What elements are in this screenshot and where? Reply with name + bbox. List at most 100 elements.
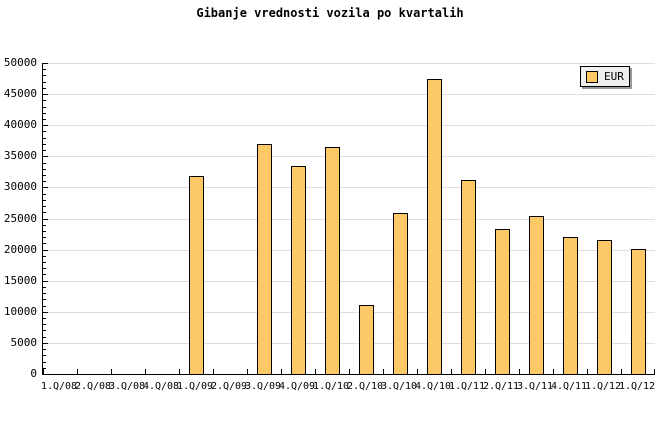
- y-minor-tick: [43, 231, 46, 232]
- y-major-tick: [43, 156, 48, 157]
- bar: [359, 305, 374, 374]
- gridline: [43, 250, 655, 251]
- x-tick: [77, 369, 78, 374]
- y-tick-label: 20000: [3, 243, 37, 256]
- x-axis-labels: 1.Q/08 2.Q/08 3.Q/08 4.Q/08 1.Q/09 2.Q/09 3.Q/…: [0, 381, 660, 395]
- y-minor-tick: [43, 256, 46, 257]
- legend: EUR: [580, 66, 630, 87]
- y-major-tick: [43, 125, 48, 126]
- y-minor-tick: [43, 181, 46, 182]
- y-minor-tick: [43, 100, 46, 101]
- y-minor-tick: [43, 268, 46, 269]
- x-tick: [145, 369, 146, 374]
- x-tick-label: 4.Q/11: [550, 381, 588, 392]
- gridline: [43, 156, 655, 157]
- gridline: [43, 343, 655, 344]
- x-tick: [654, 369, 655, 374]
- x-tick: [43, 369, 44, 374]
- plot-area: [42, 63, 655, 375]
- y-minor-tick: [43, 150, 46, 151]
- y-tick-label: 50000: [3, 56, 37, 69]
- y-minor-tick: [43, 306, 46, 307]
- y-minor-tick: [43, 107, 46, 108]
- y-minor-tick: [43, 88, 46, 89]
- y-minor-tick: [43, 262, 46, 263]
- y-major-tick: [43, 94, 48, 95]
- legend-swatch-icon: [586, 70, 598, 83]
- x-tick: [315, 369, 316, 374]
- gridline: [43, 125, 655, 126]
- y-minor-tick: [43, 318, 46, 319]
- y-minor-tick: [43, 225, 46, 226]
- y-minor-tick: [43, 175, 46, 176]
- bar: [529, 216, 544, 374]
- y-minor-tick: [43, 82, 46, 83]
- gridline: [43, 94, 655, 95]
- x-tick-label: 1.Q/11: [448, 381, 486, 392]
- x-tick: [213, 369, 214, 374]
- bar: [325, 147, 340, 374]
- x-tick-label: 3.Q/11: [516, 381, 554, 392]
- y-minor-tick: [43, 131, 46, 132]
- x-tick-label: 1.Q/08: [40, 381, 78, 392]
- y-tick-label: 45000: [3, 87, 37, 100]
- bar: [563, 237, 578, 374]
- bar: [291, 166, 306, 374]
- bar: [393, 213, 408, 374]
- x-tick-label: 1.Q/12: [618, 381, 656, 392]
- x-tick-label: 1.Q/10: [312, 381, 350, 392]
- x-tick-label: 2.Q/10: [346, 381, 384, 392]
- x-tick-label: 3.Q/09: [244, 381, 282, 392]
- y-minor-tick: [43, 337, 46, 338]
- x-tick: [111, 369, 112, 374]
- x-tick-label: 1.Q/12: [584, 381, 622, 392]
- y-minor-tick: [43, 237, 46, 238]
- y-tick-label: 15000: [3, 274, 37, 287]
- y-minor-tick: [43, 163, 46, 164]
- x-tick-label: 4.Q/09: [278, 381, 316, 392]
- y-minor-tick: [43, 324, 46, 325]
- y-major-tick: [43, 63, 48, 64]
- gridline: [43, 219, 655, 220]
- y-tick-label: 35000: [3, 149, 37, 162]
- y-minor-tick: [43, 194, 46, 195]
- y-minor-tick: [43, 299, 46, 300]
- y-minor-tick: [43, 144, 46, 145]
- y-minor-tick: [43, 119, 46, 120]
- y-minor-tick: [43, 355, 46, 356]
- y-major-tick: [43, 250, 48, 251]
- y-minor-tick: [43, 368, 46, 369]
- bar: [631, 249, 646, 374]
- gridline: [43, 281, 655, 282]
- y-minor-tick: [43, 206, 46, 207]
- gridline: [43, 312, 655, 313]
- bar: [427, 79, 442, 374]
- x-tick-label: 4.Q/08: [142, 381, 180, 392]
- y-minor-tick: [43, 212, 46, 213]
- y-minor-tick: [43, 243, 46, 244]
- x-tick-label: 4.Q/10: [414, 381, 452, 392]
- x-tick: [349, 369, 350, 374]
- y-minor-tick: [43, 349, 46, 350]
- x-tick: [587, 369, 588, 374]
- y-minor-tick: [43, 75, 46, 76]
- y-axis-labels: 0 5000 10000 15000 20000 25000 30000 35000 40000…: [0, 0, 37, 440]
- y-tick-label: 0: [30, 367, 37, 380]
- y-minor-tick: [43, 200, 46, 201]
- x-tick: [281, 369, 282, 374]
- x-tick: [417, 369, 418, 374]
- y-tick-label: 25000: [3, 212, 37, 225]
- bar: [189, 176, 204, 374]
- x-tick-label: 2.Q/09: [210, 381, 248, 392]
- y-minor-tick: [43, 113, 46, 114]
- chart-title: Gibanje vrednosti vozila po kvartalih: [196, 6, 464, 20]
- x-tick: [485, 369, 486, 374]
- x-tick-label: 1.Q/09: [176, 381, 214, 392]
- y-minor-tick: [43, 330, 46, 331]
- x-tick: [247, 369, 248, 374]
- y-tick-label: 40000: [3, 118, 37, 131]
- legend-label: EUR: [604, 70, 624, 83]
- y-tick-label: 30000: [3, 180, 37, 193]
- y-minor-tick: [43, 274, 46, 275]
- y-major-tick: [43, 281, 48, 282]
